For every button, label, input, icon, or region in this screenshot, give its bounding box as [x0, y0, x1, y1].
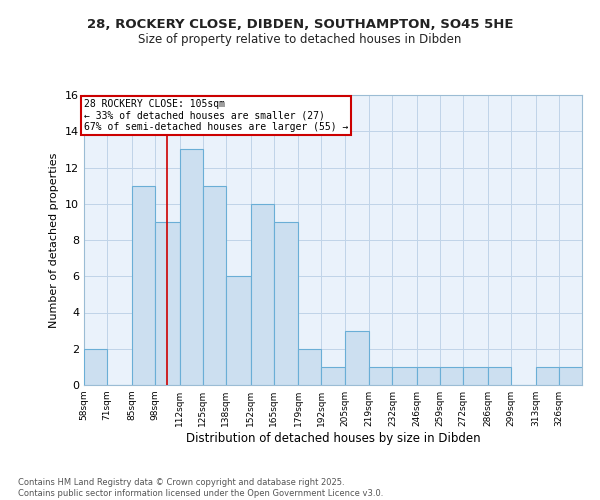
Bar — [298, 349, 322, 385]
Bar — [155, 222, 180, 385]
Bar — [226, 276, 251, 385]
Bar — [203, 186, 226, 385]
Bar — [488, 367, 511, 385]
Bar — [370, 367, 392, 385]
X-axis label: Distribution of detached houses by size in Dibden: Distribution of detached houses by size … — [185, 432, 481, 445]
Bar — [322, 367, 344, 385]
Bar — [417, 367, 440, 385]
Bar — [536, 367, 559, 385]
Bar — [84, 349, 107, 385]
Bar — [440, 367, 463, 385]
Bar — [251, 204, 274, 385]
Text: 28 ROCKERY CLOSE: 105sqm
← 33% of detached houses are smaller (27)
67% of semi-d: 28 ROCKERY CLOSE: 105sqm ← 33% of detach… — [84, 98, 349, 132]
Text: Size of property relative to detached houses in Dibden: Size of property relative to detached ho… — [139, 32, 461, 46]
Bar — [132, 186, 155, 385]
Text: Contains HM Land Registry data © Crown copyright and database right 2025.
Contai: Contains HM Land Registry data © Crown c… — [18, 478, 383, 498]
Bar — [180, 150, 203, 385]
Bar — [344, 330, 370, 385]
Bar — [392, 367, 417, 385]
Bar — [559, 367, 582, 385]
Bar — [274, 222, 298, 385]
Text: 28, ROCKERY CLOSE, DIBDEN, SOUTHAMPTON, SO45 5HE: 28, ROCKERY CLOSE, DIBDEN, SOUTHAMPTON, … — [87, 18, 513, 30]
Bar — [463, 367, 488, 385]
Y-axis label: Number of detached properties: Number of detached properties — [49, 152, 59, 328]
